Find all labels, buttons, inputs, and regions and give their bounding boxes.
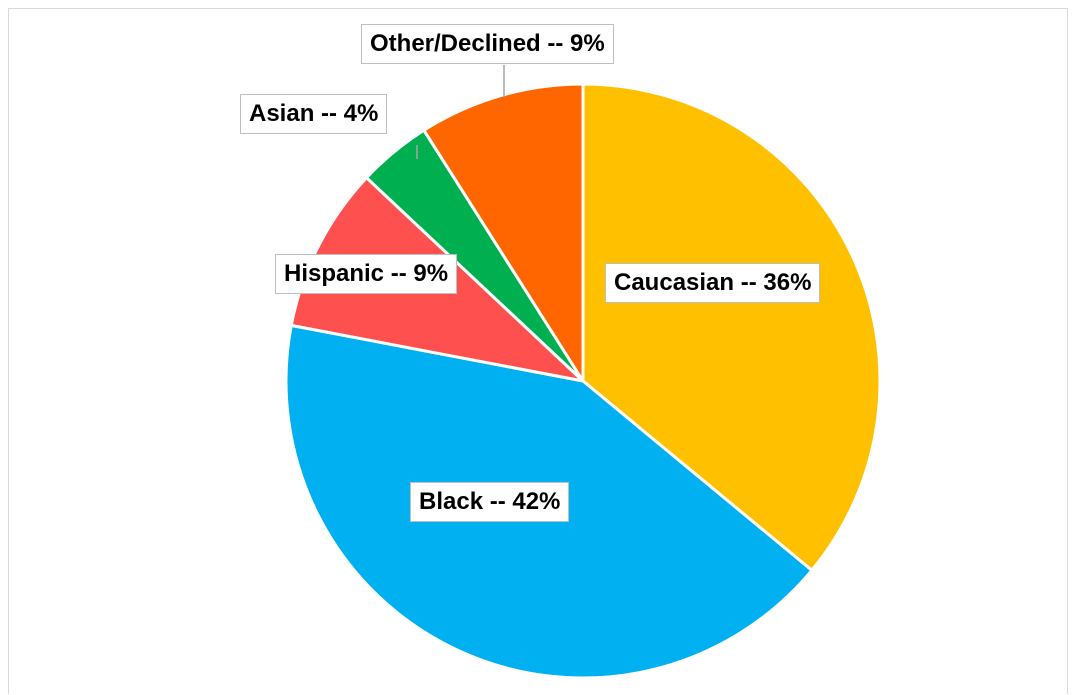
data-label-caucasian: Caucasian -- 36% — [605, 263, 821, 303]
chart-area: Caucasian -- 36% Black -- 42% Hispanic -… — [8, 8, 1068, 694]
data-label-asian: Asian -- 4% — [240, 94, 388, 134]
pie-slices — [284, 82, 882, 680]
pie-slice-other-declined — [422, 82, 585, 383]
data-label-hispanic: Hispanic -- 9% — [275, 254, 458, 294]
data-label-black: Black -- 42% — [410, 482, 570, 522]
pie-chart — [284, 65, 882, 680]
pie-slice-caucasian — [581, 82, 882, 572]
leader-lines — [416, 65, 505, 159]
data-label-other-declined: Other/Declined -- 9% — [361, 24, 614, 64]
